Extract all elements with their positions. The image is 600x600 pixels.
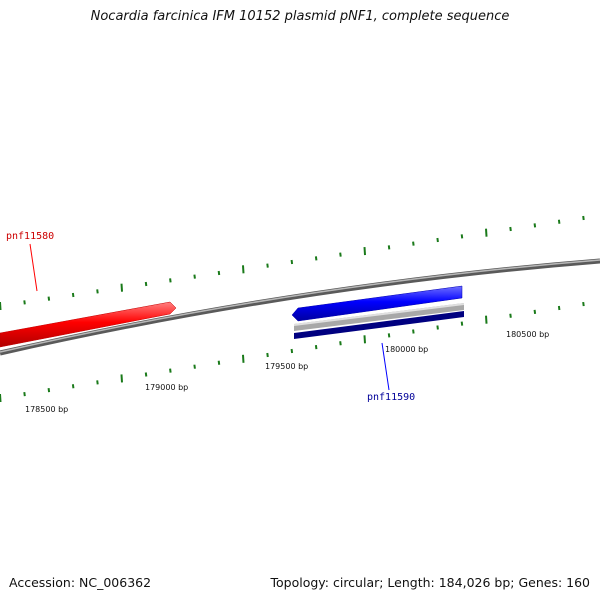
lower-tick-17 bbox=[412, 329, 415, 334]
lower-tick-20 bbox=[485, 315, 488, 324]
upper-tick-16 bbox=[387, 245, 391, 250]
lower-tick-2 bbox=[47, 388, 51, 393]
lower-tick-24 bbox=[582, 301, 585, 307]
lower-tick-7 bbox=[169, 368, 172, 373]
upper-tick-8 bbox=[193, 274, 196, 279]
sequence-summary: Topology: circular; Length: 184,026 bp; … bbox=[270, 575, 591, 590]
upper-tick-18 bbox=[436, 237, 439, 243]
tick-label-179500: 179500 bp bbox=[265, 362, 308, 371]
upper-tick-2 bbox=[47, 296, 51, 301]
sequence-backbone-highlight bbox=[0, 259, 600, 353]
scale-labels: 178500 bp 179000 bp 179500 bp 180000 bp … bbox=[25, 330, 549, 414]
tick-label-180500: 180500 bp bbox=[506, 330, 549, 339]
lower-tick-4 bbox=[96, 380, 99, 385]
upper-tick-9 bbox=[217, 270, 221, 276]
upper-tick-24 bbox=[582, 215, 585, 221]
lower-tick-5 bbox=[120, 374, 123, 383]
lower-tick-18 bbox=[436, 325, 439, 330]
lower-tick-14 bbox=[339, 341, 342, 346]
upper-tick-3 bbox=[71, 292, 75, 298]
sequence-backbone bbox=[0, 258, 600, 356]
upper-tick-7 bbox=[169, 278, 172, 283]
tick-label-180000: 180000 bp bbox=[385, 345, 428, 354]
gene-pnf11580-label: pnf11580 bbox=[6, 231, 54, 242]
upper-tick-23 bbox=[557, 219, 561, 224]
tick-label-178500: 178500 bp bbox=[25, 405, 68, 414]
lower-tick-23 bbox=[557, 305, 561, 311]
upper-tick-5 bbox=[120, 283, 123, 292]
gene-pnf11580[interactable]: pnf11580 bbox=[0, 231, 177, 348]
gene-pnf11580-leader bbox=[29, 243, 38, 292]
lower-tick-10 bbox=[242, 354, 245, 363]
lower-tick-8 bbox=[193, 364, 196, 369]
map-title: Nocardia farcinica IFM 10152 plasmid pNF… bbox=[90, 9, 510, 24]
lower-tick-row bbox=[0, 301, 585, 403]
lower-tick-6 bbox=[144, 372, 148, 377]
lower-tick-16 bbox=[387, 333, 391, 338]
lower-tick-12 bbox=[290, 348, 294, 354]
upper-tick-6 bbox=[144, 281, 148, 287]
upper-tick-4 bbox=[96, 289, 99, 294]
upper-tick-15 bbox=[363, 246, 366, 256]
accession-text: Accession: NC_006362 bbox=[9, 575, 152, 590]
upper-tick-20 bbox=[485, 228, 488, 237]
upper-tick-13 bbox=[314, 256, 318, 261]
lower-tick-19 bbox=[460, 321, 464, 326]
tick-label-179000: 179000 bp bbox=[145, 383, 188, 392]
lower-tick-22 bbox=[533, 309, 537, 315]
upper-tick-row bbox=[0, 215, 585, 311]
upper-tick-21 bbox=[509, 226, 512, 232]
gene-pnf11590-grey-band-light bbox=[294, 303, 464, 326]
upper-tick-19 bbox=[460, 234, 464, 239]
upper-tick-10 bbox=[242, 265, 245, 274]
lower-tick-9 bbox=[217, 360, 221, 365]
gene-pnf11590-label: pnf11590 bbox=[367, 392, 415, 403]
upper-tick-22 bbox=[533, 223, 537, 228]
upper-tick-12 bbox=[290, 259, 294, 265]
upper-tick-14 bbox=[339, 252, 342, 257]
upper-tick-17 bbox=[412, 241, 415, 246]
lower-tick-0 bbox=[0, 393, 2, 403]
lower-tick-1 bbox=[23, 391, 26, 397]
gene-pnf11590-leader bbox=[381, 342, 390, 391]
lower-tick-15 bbox=[363, 335, 366, 344]
gene-pnf11590-arrow[interactable] bbox=[291, 285, 463, 322]
gene-pnf11590-dark-band bbox=[294, 311, 464, 339]
lower-tick-21 bbox=[509, 313, 512, 318]
gene-pnf11580-arrow[interactable] bbox=[0, 301, 177, 348]
upper-tick-1 bbox=[23, 300, 26, 305]
gene-pnf11590[interactable]: pnf11590 bbox=[291, 285, 464, 403]
lower-tick-3 bbox=[71, 384, 75, 389]
lower-tick-13 bbox=[314, 344, 318, 350]
upper-tick-11 bbox=[266, 263, 269, 268]
lower-tick-11 bbox=[266, 352, 269, 358]
upper-tick-0 bbox=[0, 301, 2, 311]
